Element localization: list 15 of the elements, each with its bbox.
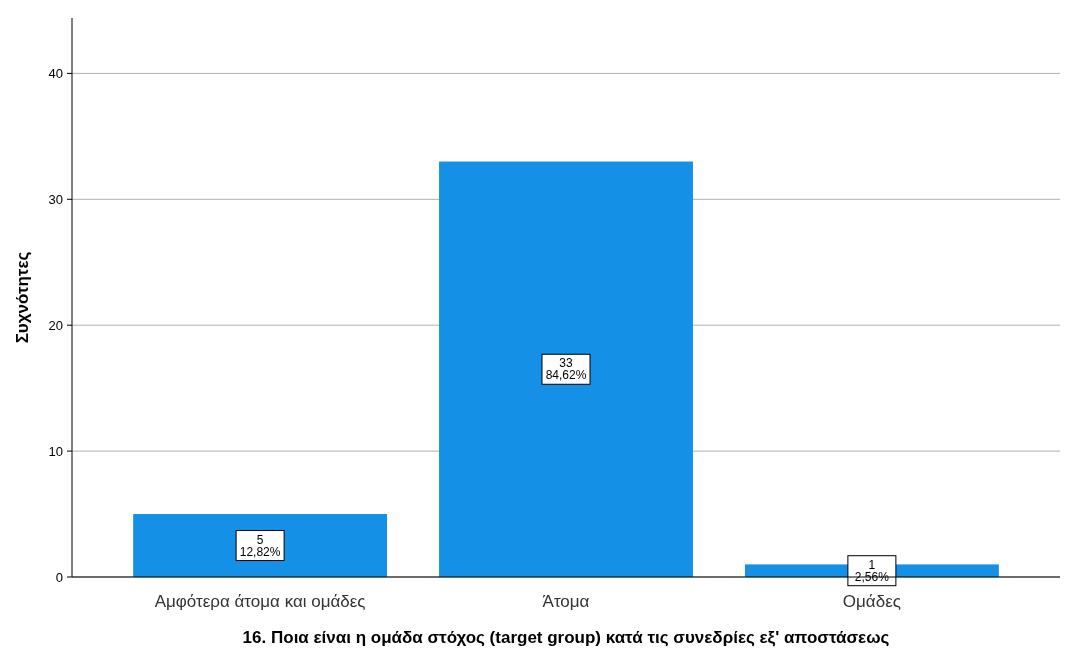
x-tick-label: Αμφότερα άτομα και ομάδες: [154, 592, 366, 611]
data-label: 33 84,62%: [545, 356, 587, 383]
y-tick-label: 20: [48, 317, 63, 333]
data-label: 1 2,56%: [854, 557, 890, 584]
y-tick-label: 40: [48, 65, 63, 81]
data-label: 5 12,82%: [239, 532, 281, 559]
bar: [439, 161, 693, 577]
x-tick-label: Άτομα: [542, 592, 590, 611]
x-axis-title: 16. Ποια είναι η ομάδα στόχος (target group) κατά τις συνεδρίες εξ' αποστάσεως: [242, 628, 890, 647]
y-axis-title: Συχνότητες: [13, 251, 32, 344]
y-tick-label: 0: [55, 569, 63, 585]
x-tick-label: Ομάδες: [842, 592, 901, 611]
y-tick-label: 30: [48, 191, 63, 207]
y-tick-label: 10: [48, 443, 63, 459]
bar: [133, 514, 388, 577]
